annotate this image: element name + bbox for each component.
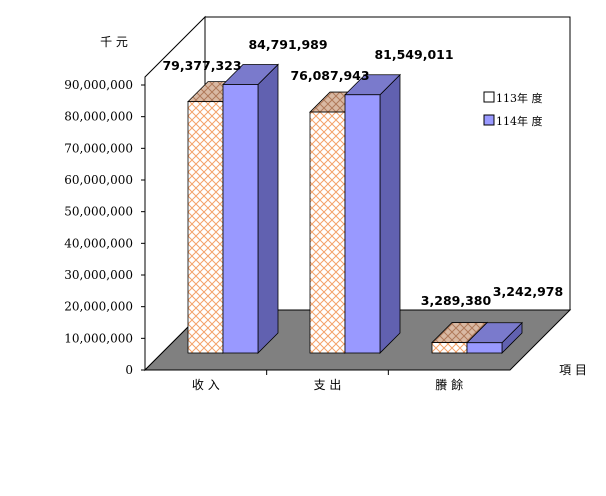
bar-front xyxy=(222,84,259,354)
data-label: 3,242,978 xyxy=(493,284,563,299)
x-tick-label: 收 入 xyxy=(192,378,220,392)
legend-swatch xyxy=(483,91,495,103)
y-tick-label: 50,000,000 xyxy=(64,205,133,219)
data-label: 3,289,380 xyxy=(421,293,492,308)
y-tick-label: 80,000,000 xyxy=(64,110,133,124)
x-axis-title: 項 目 xyxy=(559,363,587,377)
y-tick-label: 20,000,000 xyxy=(64,300,133,314)
bar-2-2 xyxy=(344,73,401,354)
bar-side xyxy=(379,73,401,354)
data-label: 79,377,323 xyxy=(162,58,241,73)
y-tick-label: 30,000,000 xyxy=(64,268,133,282)
y-tick-label: 90,000,000 xyxy=(64,78,133,92)
bar-front xyxy=(187,101,224,354)
bar-front xyxy=(431,342,468,354)
x-tick-label: 支 出 xyxy=(314,378,342,392)
y-tick-label: 70,000,000 xyxy=(64,141,133,155)
bar-front xyxy=(466,342,503,354)
data-label: 84,791,989 xyxy=(248,37,327,52)
bar-side xyxy=(257,63,279,354)
x-tick-label: 賸 餘 xyxy=(435,377,463,392)
y-tick-label: 60,000,000 xyxy=(64,173,133,187)
y-tick-label: 40,000,000 xyxy=(64,236,133,250)
data-label: 81,549,011 xyxy=(374,47,453,62)
legend-swatch xyxy=(483,114,495,126)
bar-2-1 xyxy=(222,63,279,354)
legend-label: 114年 度 xyxy=(496,114,543,128)
bar-2-3 xyxy=(466,321,523,354)
data-label: 76,087,943 xyxy=(290,68,369,83)
y-axis-title: 千 元 xyxy=(100,35,128,49)
legend-label: 113年 度 xyxy=(496,91,543,105)
y-tick-label: 0 xyxy=(125,363,133,377)
y-tick-label: 10,000,000 xyxy=(64,331,133,345)
bar-front xyxy=(309,111,346,354)
bar-front xyxy=(344,94,381,354)
